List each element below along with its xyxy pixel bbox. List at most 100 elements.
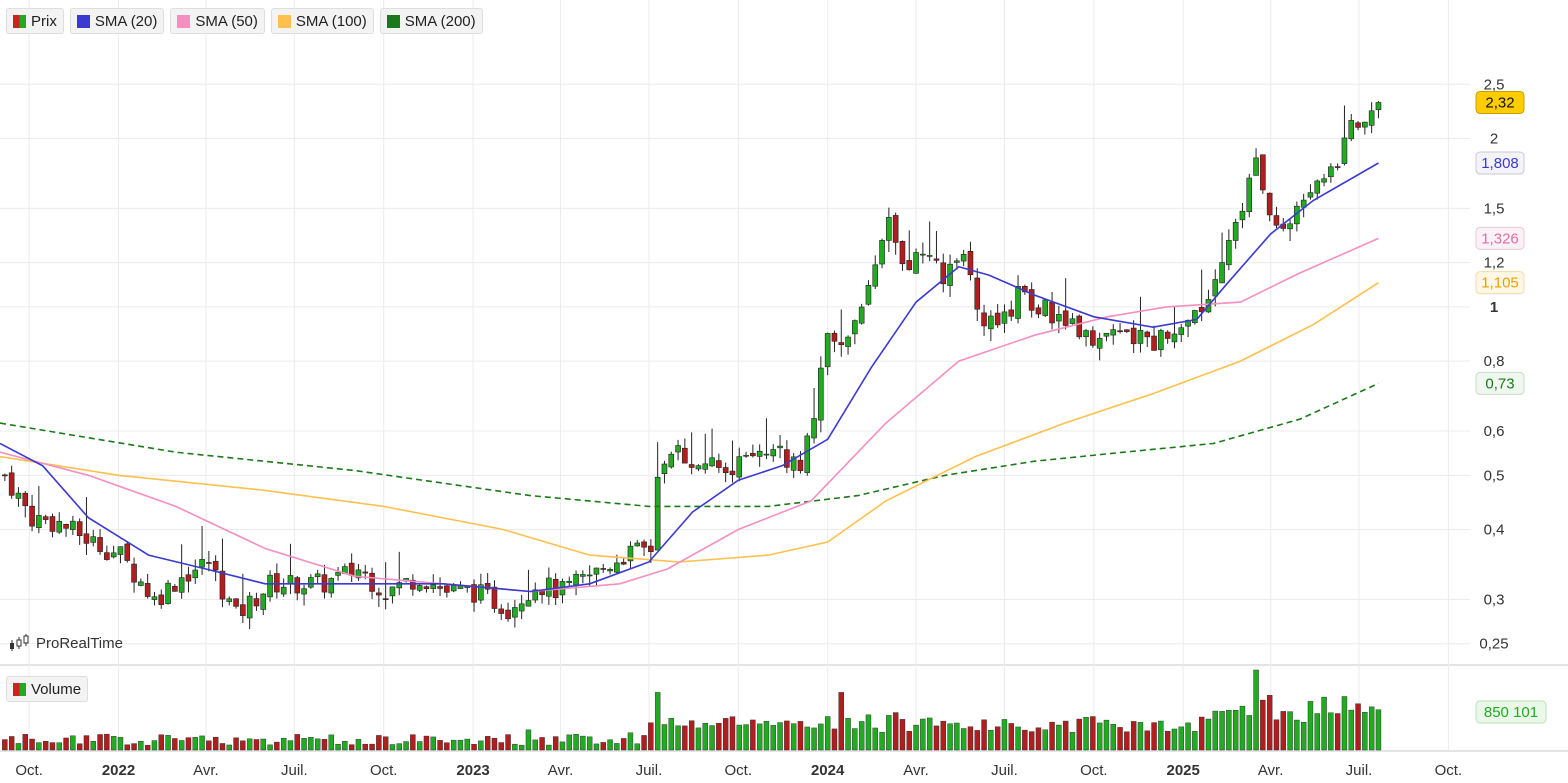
time-tick-label: Avr.: [1258, 762, 1284, 779]
volume-bar: [899, 719, 906, 751]
volume-bar: [491, 737, 498, 751]
candle-body: [763, 453, 770, 456]
candle-body: [355, 569, 362, 579]
volume-bar: [478, 740, 484, 751]
candle-body: [586, 574, 593, 577]
sma100-value-label-box: [1475, 271, 1525, 295]
volume-bar: [430, 736, 436, 751]
last-price-label: 2,32: [1485, 94, 1514, 111]
volume-bar: [423, 735, 430, 751]
volume-bar: [1314, 713, 1320, 751]
volume-bar: [1117, 727, 1123, 751]
volume-bar: [954, 722, 960, 751]
volume-bar: [838, 692, 844, 751]
candle-body: [1307, 192, 1314, 198]
volume-bar: [1110, 724, 1116, 751]
sma-lines: [0, 162, 1379, 593]
volume-bar: [1028, 731, 1035, 751]
grid: [0, 0, 1568, 752]
volume-bar: [675, 725, 681, 751]
volume-bar: [1328, 712, 1334, 751]
volume-bar: [525, 729, 532, 751]
legend-sma20[interactable]: SMA (20): [69, 8, 165, 34]
legend-sma50[interactable]: SMA (50): [170, 8, 265, 34]
candle-body: [70, 520, 76, 530]
legend-label: SMA (50): [195, 12, 258, 30]
volume-bar: [1266, 695, 1273, 751]
volume-bar: [444, 742, 450, 751]
candle-icon: [13, 14, 26, 28]
candle-body: [865, 285, 872, 305]
volume-bar: [1307, 701, 1314, 751]
candle-body: [1144, 331, 1151, 338]
volume-bar: [926, 717, 933, 751]
candle-body: [138, 581, 144, 586]
candle-body: [1158, 330, 1164, 351]
volume-bar: [376, 735, 382, 751]
time-tick-label: Avr.: [548, 762, 574, 779]
candlestick-logo-icon: [10, 634, 29, 651]
candle-body: [824, 333, 831, 368]
color-swatch-icon: [177, 14, 191, 28]
volume-bar: [858, 721, 865, 751]
volume-bar: [960, 728, 967, 751]
volume-bar: [287, 740, 294, 751]
volume-bar: [824, 716, 831, 751]
legend-sma100[interactable]: SMA (100): [270, 8, 374, 34]
volume-bar: [1219, 711, 1225, 751]
volume-bar: [63, 737, 69, 751]
candles: [2, 101, 1382, 630]
candle-body: [926, 255, 933, 257]
candle-body: [382, 598, 389, 600]
candle-body: [580, 574, 586, 577]
volume-bar: [797, 721, 804, 751]
candle-body: [797, 459, 804, 471]
volume-bar: [1171, 728, 1178, 751]
volume-bar: [709, 725, 715, 751]
sma200-value-label: 0,73: [1485, 375, 1514, 392]
candle-body: [1103, 332, 1110, 337]
candle-body: [811, 418, 817, 439]
volume-bar: [1321, 696, 1327, 751]
volume-bar: [913, 724, 919, 751]
candle-body: [940, 262, 947, 285]
candle-body: [743, 454, 749, 457]
candle-body: [988, 315, 994, 330]
volume-bar: [280, 737, 287, 751]
volume-bar: [688, 720, 695, 751]
volume-bar: [1375, 709, 1382, 751]
candle-body: [192, 569, 199, 579]
legend-volume[interactable]: Volume: [6, 676, 89, 702]
time-tick-label: 2025: [1167, 762, 1200, 779]
volume-bar: [634, 743, 640, 751]
volume-bar: [1001, 719, 1008, 751]
volume-bar: [933, 725, 940, 751]
volume-bar: [192, 737, 198, 751]
candle-body: [56, 521, 63, 533]
volume-bar: [1280, 711, 1286, 751]
volume-bar: [573, 733, 579, 751]
candle-body: [301, 588, 307, 595]
time-tick-label: Oct.: [370, 762, 398, 779]
volume-bar: [1042, 729, 1048, 751]
volume-bar: [1226, 710, 1232, 751]
legend-sma200[interactable]: SMA (200): [379, 8, 483, 34]
volume-bar: [206, 740, 212, 751]
volume-bar: [940, 720, 946, 751]
sma50-line: [0, 237, 1379, 593]
volume-bar: [532, 739, 538, 751]
volume-bar: [1253, 669, 1259, 751]
legend-prix[interactable]: Prix: [6, 8, 64, 34]
candle-body: [151, 596, 158, 600]
legend: Prix SMA (20) SMA (50) SMA (100) SMA (20…: [6, 8, 483, 34]
volume-bar: [879, 732, 885, 751]
volume-bar: [56, 742, 62, 751]
candle-body: [1355, 122, 1361, 128]
candle-body: [29, 505, 35, 527]
candle-body: [199, 559, 205, 568]
candle-body: [1273, 215, 1280, 226]
candle-body: [777, 445, 783, 449]
volume-bar: [566, 734, 572, 751]
volume-bar: [668, 718, 674, 751]
